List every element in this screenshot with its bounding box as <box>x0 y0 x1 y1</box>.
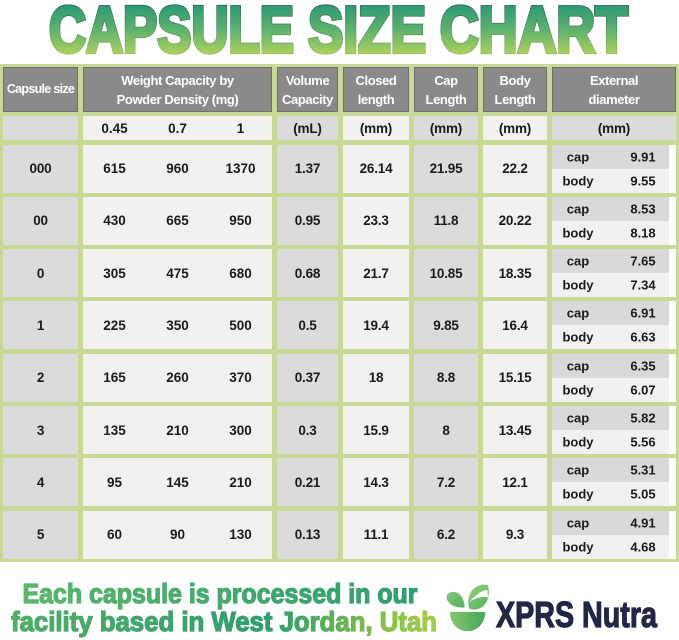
svg-text:SIZE: SIZE <box>308 0 426 64</box>
svg-text:CHART: CHART <box>440 0 628 64</box>
svg-text:Each capsule is processed in o: Each capsule is processed in our <box>23 578 418 609</box>
svg-text:XPRS Nutra: XPRS Nutra <box>496 594 658 635</box>
svg-text:SIZE: SIZE <box>308 0 426 64</box>
svg-text:CAPSULE: CAPSULE <box>49 0 294 64</box>
svg-text:facility based in West Jordan,: facility based in West Jordan, Utah <box>11 606 437 637</box>
svg-text:CAPSULE: CAPSULE <box>49 0 294 64</box>
svg-text:CHART: CHART <box>440 0 628 64</box>
